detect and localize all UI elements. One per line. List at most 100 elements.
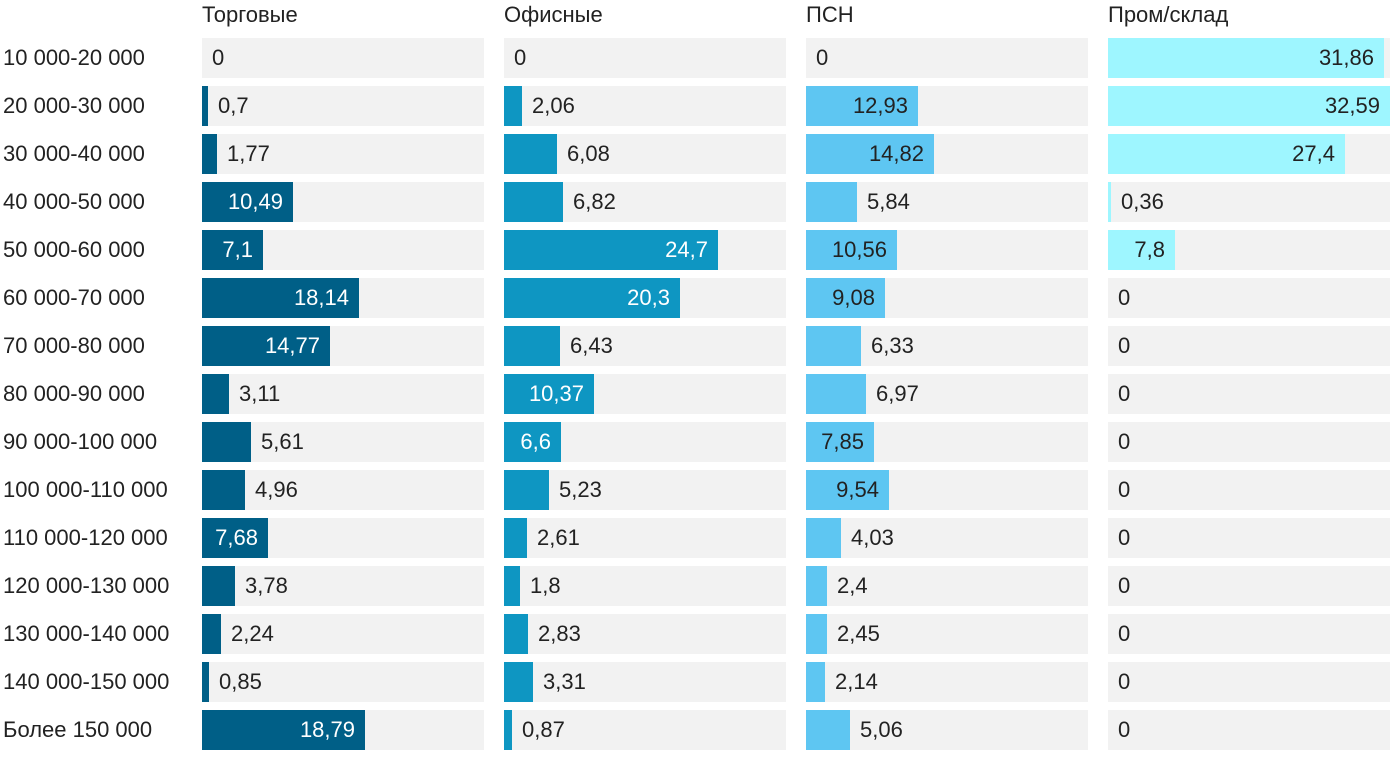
data-label: 2,14 bbox=[835, 669, 878, 694]
data-label: 0,85 bbox=[219, 669, 262, 694]
bar-track bbox=[504, 518, 786, 558]
data-label: 7,68 bbox=[215, 525, 258, 550]
bar bbox=[806, 86, 918, 126]
data-label: 5,61 bbox=[261, 429, 304, 454]
data-label: 6,6 bbox=[520, 429, 551, 454]
data-label: 1,8 bbox=[530, 573, 561, 598]
data-label: 0,36 bbox=[1121, 189, 1164, 214]
data-label: 0 bbox=[1118, 429, 1131, 454]
row-label: 50 000-60 000 bbox=[3, 237, 145, 262]
bar-track bbox=[1108, 278, 1390, 318]
data-label: 18,79 bbox=[299, 717, 355, 742]
bar-track bbox=[806, 38, 1088, 78]
data-label: 18,14 bbox=[293, 285, 349, 310]
series-title: Офисные bbox=[504, 2, 603, 27]
data-label: 0,87 bbox=[522, 717, 565, 742]
bar bbox=[504, 230, 718, 270]
data-label: 1,77 bbox=[227, 141, 270, 166]
bar-track bbox=[202, 86, 484, 126]
bar bbox=[504, 326, 560, 366]
data-label: 20,3 bbox=[627, 285, 670, 310]
data-label: 5,84 bbox=[867, 189, 910, 214]
data-label: 2,24 bbox=[231, 621, 274, 646]
data-label: 0 bbox=[1118, 477, 1131, 502]
bar-track bbox=[806, 710, 1088, 750]
data-label: 0 bbox=[1118, 621, 1131, 646]
bar bbox=[1108, 230, 1175, 270]
row-label: 110 000-120 000 bbox=[3, 525, 168, 550]
bar-track bbox=[504, 38, 786, 78]
data-label: 0 bbox=[816, 45, 829, 70]
data-label: 0 bbox=[1118, 573, 1131, 598]
data-label: 5,23 bbox=[559, 477, 602, 502]
bar bbox=[202, 374, 229, 414]
row-label: 70 000-80 000 bbox=[3, 333, 145, 358]
data-label: 10,49 bbox=[227, 189, 283, 214]
row-label: 80 000-90 000 bbox=[3, 381, 145, 406]
data-label: 2,83 bbox=[538, 621, 581, 646]
row-label: 100 000-110 000 bbox=[3, 477, 168, 502]
bar bbox=[504, 134, 557, 174]
data-label: 12,93 bbox=[852, 93, 908, 118]
bar-track bbox=[806, 566, 1088, 606]
bar bbox=[806, 614, 827, 654]
data-label: 0 bbox=[1118, 381, 1131, 406]
bar-track bbox=[1108, 518, 1390, 558]
bar bbox=[806, 710, 850, 750]
bar-track bbox=[202, 470, 484, 510]
data-label: 2,4 bbox=[837, 573, 868, 598]
data-label: 2,61 bbox=[537, 525, 580, 550]
bar bbox=[504, 662, 533, 702]
data-label: 9,08 bbox=[832, 285, 875, 310]
row-label: 10 000-20 000 bbox=[3, 45, 145, 70]
data-label: 14,77 bbox=[264, 333, 320, 358]
bar bbox=[504, 470, 549, 510]
data-label: 2,06 bbox=[532, 93, 575, 118]
bar bbox=[202, 326, 330, 366]
bar-track bbox=[202, 134, 484, 174]
data-label: 31,86 bbox=[1318, 45, 1374, 70]
row-label: 40 000-50 000 bbox=[3, 189, 145, 214]
bar-track bbox=[504, 614, 786, 654]
bar bbox=[202, 422, 251, 462]
bar bbox=[202, 710, 365, 750]
data-label: 0 bbox=[1118, 525, 1131, 550]
bar bbox=[1108, 38, 1384, 78]
bar bbox=[806, 134, 934, 174]
data-label: 0 bbox=[1118, 285, 1131, 310]
bar bbox=[202, 662, 209, 702]
data-label: 3,78 bbox=[245, 573, 288, 598]
data-label: 27,4 bbox=[1292, 141, 1335, 166]
data-label: 3,11 bbox=[239, 381, 281, 406]
bar-track bbox=[1108, 326, 1390, 366]
bar bbox=[202, 278, 359, 318]
data-label: 6,97 bbox=[876, 381, 919, 406]
bar-track bbox=[504, 470, 786, 510]
bar-track bbox=[1108, 182, 1390, 222]
data-label: 0,7 bbox=[218, 93, 249, 118]
data-label: 4,03 bbox=[851, 525, 894, 550]
bar-track bbox=[806, 614, 1088, 654]
bar bbox=[1108, 182, 1111, 222]
bar bbox=[504, 710, 512, 750]
bar bbox=[806, 566, 827, 606]
data-label: 10,37 bbox=[528, 381, 584, 406]
bar bbox=[504, 86, 522, 126]
series-title: Пром/склад bbox=[1108, 2, 1229, 27]
data-label: 0 bbox=[514, 45, 527, 70]
data-label: 14,82 bbox=[868, 141, 924, 166]
bar-track bbox=[202, 566, 484, 606]
bar-track bbox=[202, 662, 484, 702]
bar-track bbox=[504, 662, 786, 702]
bar bbox=[202, 86, 208, 126]
bar bbox=[504, 566, 520, 606]
bar-track bbox=[806, 662, 1088, 702]
bar bbox=[202, 614, 221, 654]
bar-track bbox=[1108, 710, 1390, 750]
bar bbox=[504, 422, 561, 462]
data-label: 6,08 bbox=[567, 141, 610, 166]
data-label: 0 bbox=[1118, 717, 1131, 742]
bar-track bbox=[504, 566, 786, 606]
series-title: ПСН bbox=[806, 2, 854, 27]
